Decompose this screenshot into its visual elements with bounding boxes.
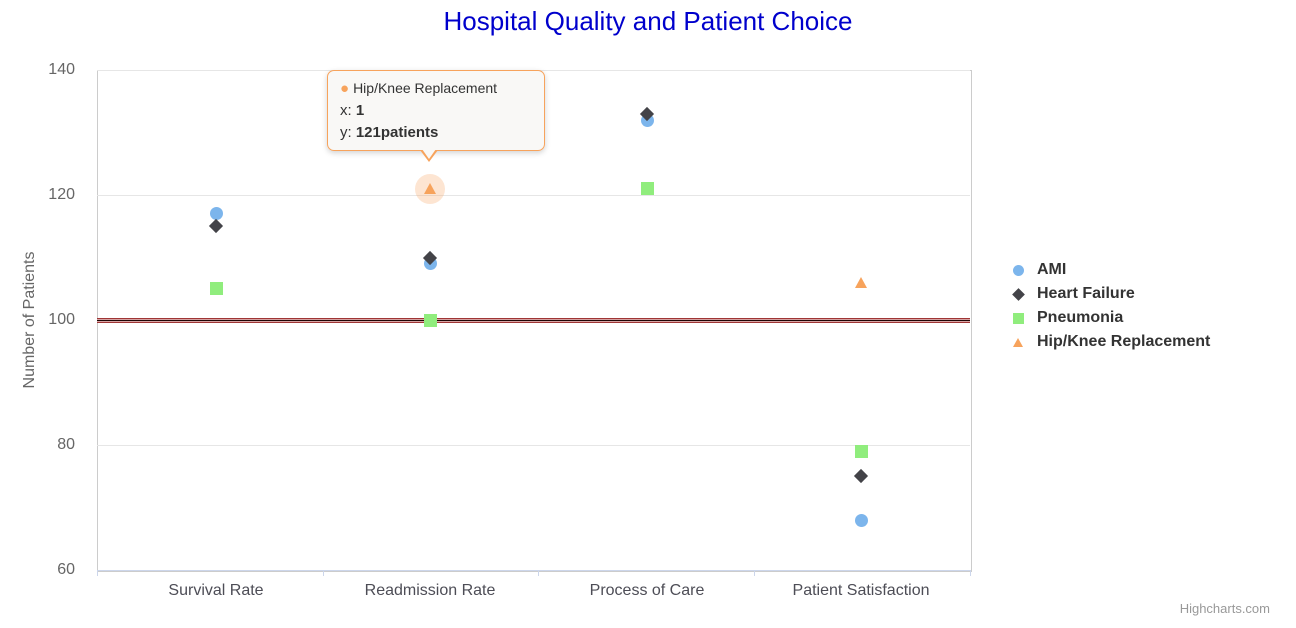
tooltip: ● Hip/Knee Replacement x: 1 y: 121patient… <box>327 70 545 162</box>
tooltip-y-label: y: <box>340 124 352 141</box>
tooltip-series-name: Hip/Knee Replacement <box>353 80 498 96</box>
point-ami-0[interactable] <box>209 207 223 221</box>
tooltip-y-value: 121patients <box>355 124 439 141</box>
point-pneumonia-1[interactable] <box>423 313 437 327</box>
legend: AMI Heart Failure Pneumonia Hip/Knee Replac… <box>1005 258 1210 354</box>
yaxis-label-100: 100 <box>48 311 75 328</box>
tooltip-series-line: ● Hip/Knee Replacement <box>340 80 532 97</box>
yaxis-label-120: 120 <box>48 186 75 203</box>
xaxis-tick-0 <box>97 570 98 576</box>
xaxis-tick-2 <box>538 570 539 576</box>
plot-line-band <box>97 318 970 323</box>
legend-label: Heart Failure <box>1037 285 1135 302</box>
legend-label: Pneumonia <box>1037 309 1124 326</box>
tooltip-x-line: x: 1 <box>340 102 532 119</box>
xaxis-label-readmission-rate: Readmission Rate <box>364 582 496 599</box>
diamond-marker-icon <box>1011 287 1025 301</box>
point-pneumonia-2[interactable] <box>640 182 654 196</box>
legend-item-ami[interactable]: AMI <box>1005 258 1210 282</box>
gridline-y-80 <box>97 445 970 446</box>
tooltip-x-value: 1 <box>355 102 365 119</box>
diamond-legend-marker-icon <box>1005 287 1031 301</box>
point-pneumonia-0[interactable] <box>209 282 223 296</box>
tooltip-callout-arrow-fill <box>422 149 436 159</box>
circle-legend-marker-icon <box>1005 264 1031 276</box>
legend-item-hip-knee-replacement[interactable]: Hip/Knee Replacement <box>1005 330 1210 354</box>
yaxis-label-140: 140 <box>48 61 75 78</box>
legend-label: AMI <box>1037 261 1067 278</box>
triangle-legend-marker-icon <box>1005 337 1031 347</box>
legend-label: Hip/Knee Replacement <box>1037 333 1211 350</box>
square-marker-icon <box>1012 312 1024 324</box>
tooltip-y-line: y: 121patients <box>340 124 532 141</box>
point-pneumonia-3[interactable] <box>854 444 868 458</box>
xaxis-line <box>97 570 970 571</box>
xaxis-tick-4 <box>970 570 971 576</box>
xaxis-tick-3 <box>754 570 755 576</box>
legend-item-pneumonia[interactable]: Pneumonia <box>1005 306 1210 330</box>
xaxis-label-survival-rate: Survival Rate <box>168 582 264 599</box>
yaxis-label-60: 60 <box>57 561 75 578</box>
xaxis-label-patient-satisfaction: Patient Satisfaction <box>792 582 930 599</box>
chart-title: Hospital Quality and Patient Choice <box>443 6 853 36</box>
legend-item-heart-failure[interactable]: Heart Failure <box>1005 282 1210 306</box>
circle-marker-icon <box>1012 264 1024 276</box>
xaxis-label-process-of-care: Process of Care <box>589 582 705 599</box>
tooltip-x-label: x: <box>340 102 352 119</box>
highcharts-credits-link[interactable]: Highcharts.com <box>1179 601 1270 616</box>
triangle-marker-icon <box>1013 337 1023 347</box>
point-hip-knee-replacement-1[interactable] <box>423 183 436 195</box>
point-ami-3[interactable] <box>854 513 868 527</box>
yaxis-label-80: 80 <box>57 436 75 453</box>
gridline-y-120 <box>97 195 970 196</box>
xaxis-tick-1 <box>323 570 324 576</box>
square-legend-marker-icon <box>1005 312 1031 324</box>
point-hip-knee-replacement-3[interactable] <box>854 277 867 288</box>
tooltip-series-bullet-icon: ● <box>340 80 350 97</box>
